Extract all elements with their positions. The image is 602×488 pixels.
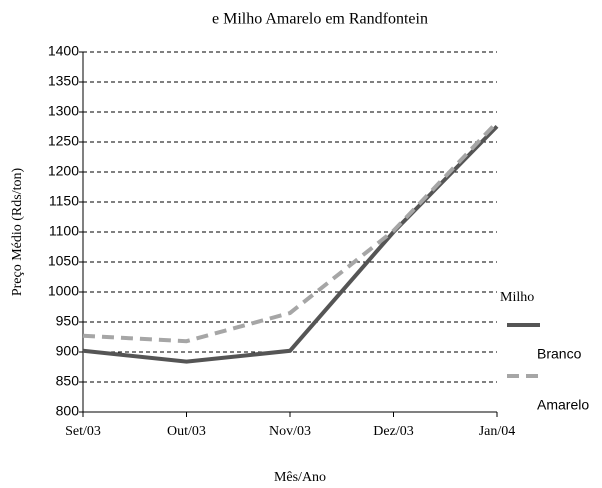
y-tick-label: 850 (56, 373, 80, 389)
y-tick-label: 1000 (48, 283, 79, 299)
y-tick-label: 1150 (49, 193, 79, 209)
x-tick-label: Out/03 (167, 424, 206, 439)
y-tick-label: 900 (56, 343, 80, 359)
y-tick-label: 1100 (49, 223, 79, 239)
series-line (82, 125, 499, 364)
series-line (82, 120, 499, 344)
y-tick-label: 950 (56, 313, 80, 329)
x-axis-label: Mês/Ano (274, 470, 326, 485)
y-tick-label: 1200 (48, 163, 79, 179)
y-tick-label: 1350 (48, 73, 79, 89)
legend-title: Milho (500, 290, 534, 305)
x-tick-label: Jan/04 (479, 424, 516, 439)
y-tick-label: 1250 (48, 133, 79, 149)
x-tick-label: Set/03 (65, 424, 101, 439)
y-tick-label: 800 (56, 403, 80, 419)
y-tick-label: 1400 (48, 43, 79, 59)
y-tick-label: 1300 (48, 103, 79, 119)
y-tick-label: 1050 (48, 253, 79, 269)
legend-label: Branco (537, 346, 582, 362)
chart-title: e Milho Amarelo em Randfontein (212, 11, 428, 28)
x-tick-label: Dez/03 (373, 424, 413, 439)
legend-label: Amarelo (537, 397, 589, 413)
y-axis-label: Preço Médio (Rds/ton) (10, 168, 25, 297)
x-tick-label: Nov/03 (269, 424, 311, 439)
